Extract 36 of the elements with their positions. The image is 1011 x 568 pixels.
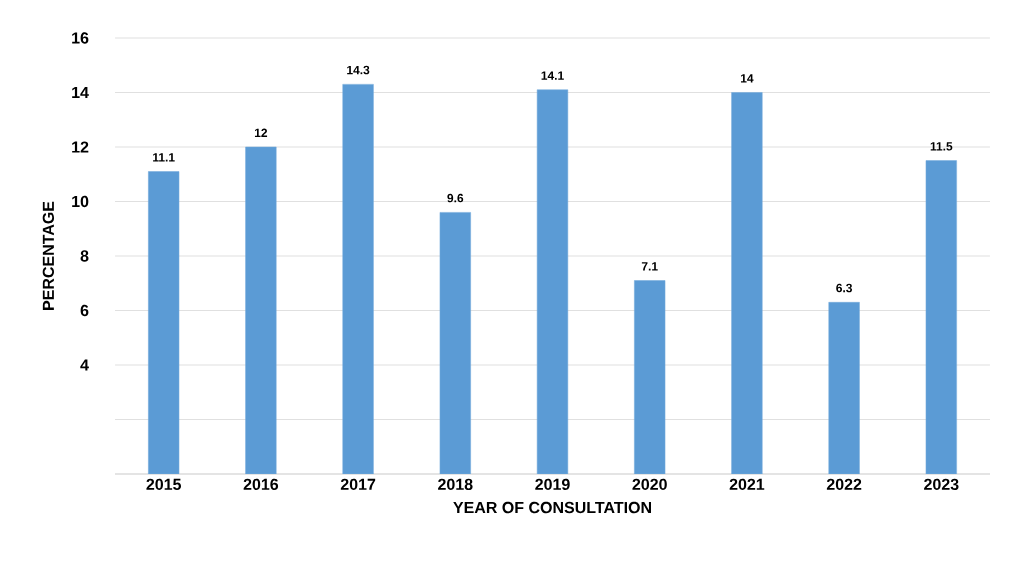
y-tick-label: 14: [72, 87, 89, 98]
bar: [536, 89, 569, 474]
data-label: 12: [254, 128, 268, 137]
x-tick-label: 2015: [146, 478, 182, 491]
y-tick-label: 8: [80, 250, 89, 262]
x-tick-label: 2018: [438, 478, 473, 491]
bar: [439, 212, 471, 474]
bar: [731, 92, 763, 474]
data-label: 14: [740, 74, 754, 83]
y-tick-label: 10: [72, 195, 89, 208]
y-axis-title: PERCENTAGE: [42, 201, 55, 310]
x-tick-label: 2021: [729, 478, 765, 491]
bar: [342, 84, 374, 474]
y-tick-label: 12: [72, 141, 89, 153]
bar: [148, 171, 180, 474]
y-tick-label: 16: [72, 32, 89, 44]
data-label: 11.5: [930, 142, 953, 151]
y-tick-label: 6: [80, 304, 89, 317]
x-axis-title: YEAR OF CONSULTATION: [453, 501, 651, 514]
data-label: 11.1: [153, 153, 175, 162]
x-tick-label: 2022: [826, 478, 862, 491]
data-label: 14.1: [541, 71, 564, 80]
bar: [828, 302, 860, 474]
data-label: 14.3: [347, 65, 370, 75]
x-tick-label: 2019: [535, 478, 570, 491]
bar: [925, 160, 957, 474]
data-label: 7.1: [641, 262, 658, 271]
x-tick-label: 2023: [924, 478, 959, 491]
x-tick-label: 2017: [340, 478, 376, 491]
y-tick-label: 4: [80, 359, 89, 371]
x-tick-label: 2016: [243, 478, 279, 491]
bar: [245, 146, 277, 474]
x-tick-label: 2020: [632, 478, 667, 491]
data-label: 9.6: [447, 193, 464, 203]
bar: [634, 280, 666, 474]
data-label: 6.3: [836, 283, 853, 293]
